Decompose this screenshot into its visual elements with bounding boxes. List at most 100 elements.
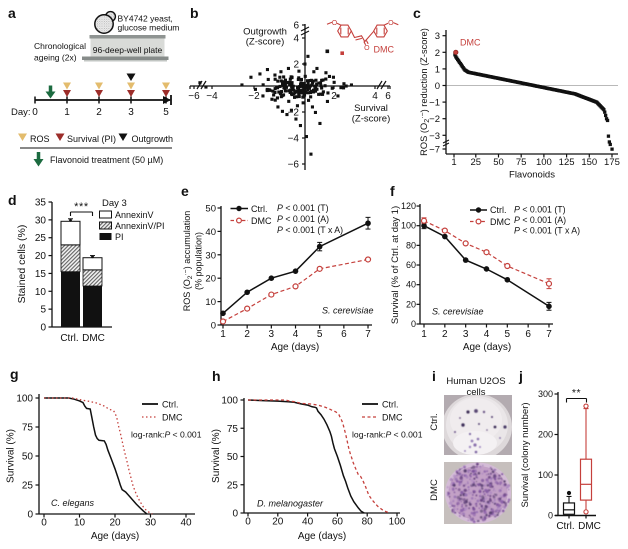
svg-text:f: f: [390, 183, 395, 199]
svg-text:5: 5: [505, 329, 511, 340]
svg-text:DMC: DMC: [382, 413, 403, 423]
svg-text:Survival (% of Ctrl. at day 1): Survival (% of Ctrl. at day 1): [390, 206, 401, 324]
svg-text:2: 2: [244, 329, 250, 340]
svg-text:a: a: [8, 5, 16, 21]
svg-text:Outgrowth: Outgrowth: [132, 134, 174, 144]
svg-text:Age (days): Age (days): [463, 342, 511, 353]
svg-text:6: 6: [385, 91, 391, 102]
svg-text:Ctrl.: Ctrl.: [162, 400, 179, 410]
svg-text:10: 10: [205, 297, 216, 308]
svg-text:Survival (%): Survival (%): [6, 429, 17, 483]
svg-text:7: 7: [365, 329, 371, 340]
svg-text:(Z-score): (Z-score): [246, 37, 285, 48]
svg-text:3: 3: [463, 329, 469, 340]
svg-text:50: 50: [493, 157, 504, 168]
svg-text:40: 40: [180, 518, 192, 529]
svg-text:log-rank:P < 0.001: log-rank:P < 0.001: [131, 430, 202, 440]
svg-text:Survival (colony number): Survival (colony number): [520, 402, 531, 507]
svg-text:4: 4: [293, 329, 299, 340]
svg-text:25: 25: [227, 480, 239, 491]
svg-text:Human U2OS: Human U2OS: [446, 376, 505, 387]
svg-text:120: 120: [401, 201, 416, 211]
svg-text:Age (days): Age (days): [271, 342, 319, 353]
svg-text:h: h: [212, 368, 221, 384]
svg-text:(Z-score): (Z-score): [352, 114, 391, 125]
svg-text:2: 2: [293, 60, 299, 71]
svg-text:Ctrl.: Ctrl.: [60, 333, 78, 344]
svg-text:80: 80: [406, 240, 416, 250]
svg-text:e: e: [181, 183, 189, 199]
svg-text:Ctrl.: Ctrl.: [556, 521, 574, 532]
svg-text:2: 2: [331, 91, 337, 102]
svg-text:0: 0: [232, 509, 238, 520]
svg-text:20: 20: [272, 517, 284, 528]
svg-text:80: 80: [362, 517, 374, 528]
svg-text:175: 175: [604, 157, 620, 168]
svg-text:4: 4: [293, 34, 299, 45]
svg-text:5: 5: [163, 107, 169, 118]
svg-text:Ctrl.: Ctrl.: [490, 205, 507, 215]
svg-text:0: 0: [245, 517, 251, 528]
svg-text:i: i: [432, 368, 436, 384]
svg-text:150: 150: [581, 157, 597, 168]
svg-text:0: 0: [548, 511, 553, 521]
svg-text:g: g: [10, 366, 19, 382]
svg-text:0: 0: [40, 323, 46, 334]
svg-text:DMC: DMC: [490, 217, 511, 227]
svg-text:6: 6: [293, 21, 299, 32]
svg-text:ROS (O2·−) reduction (Z-score): ROS (O2·−) reduction (Z-score): [419, 28, 431, 156]
svg-text:−7: −7: [429, 145, 440, 156]
svg-text:DMC: DMC: [460, 38, 481, 48]
svg-text:PI: PI: [115, 232, 124, 242]
svg-text:BY4742 yeast,: BY4742 yeast,: [118, 14, 173, 24]
svg-text:1: 1: [421, 329, 427, 340]
svg-text:40: 40: [205, 227, 216, 238]
svg-text:P < 0.001 (A): P < 0.001 (A): [277, 214, 329, 224]
svg-text:Outgrowth: Outgrowth: [243, 27, 287, 38]
svg-text:−2: −2: [429, 114, 440, 125]
svg-text:O: O: [332, 20, 338, 27]
svg-text:0: 0: [32, 107, 38, 118]
svg-text:−6: −6: [288, 160, 300, 171]
svg-text:20: 20: [406, 299, 416, 309]
svg-text:−4: −4: [206, 91, 218, 102]
svg-text:50: 50: [22, 452, 34, 463]
svg-text:2: 2: [96, 107, 102, 118]
svg-text:40: 40: [302, 517, 314, 528]
svg-text:c: c: [413, 5, 421, 21]
svg-text:−2: −2: [248, 91, 260, 102]
svg-text:30: 30: [35, 215, 47, 226]
svg-text:2: 2: [442, 329, 448, 340]
svg-text:DMC: DMC: [82, 333, 105, 344]
svg-text:Ctrl.: Ctrl.: [429, 413, 440, 430]
svg-text:15: 15: [35, 269, 47, 280]
svg-text:60: 60: [406, 260, 416, 270]
svg-text:P < 0.001 (T x A): P < 0.001 (T x A): [277, 225, 343, 235]
svg-text:1: 1: [64, 107, 70, 118]
svg-text:100: 100: [401, 221, 416, 231]
svg-text:5: 5: [317, 329, 323, 340]
svg-text:1: 1: [451, 157, 456, 168]
svg-text:−3: −3: [429, 131, 440, 142]
svg-text:−6: −6: [188, 91, 200, 102]
svg-text:10: 10: [74, 518, 86, 529]
svg-text:20: 20: [109, 518, 121, 529]
svg-text:125: 125: [559, 157, 575, 168]
svg-text:100: 100: [536, 157, 552, 168]
svg-text:3: 3: [435, 31, 440, 42]
svg-text:***: ***: [74, 201, 89, 213]
svg-text:P < 0.001 (T): P < 0.001 (T): [514, 205, 566, 215]
svg-text:40: 40: [406, 280, 416, 290]
svg-text:b: b: [190, 5, 199, 21]
svg-text:log-rank:P < 0.001: log-rank:P < 0.001: [352, 430, 423, 440]
svg-text:3: 3: [269, 329, 275, 340]
svg-text:200: 200: [538, 430, 553, 440]
svg-text:AnnexinV: AnnexinV: [115, 210, 154, 220]
svg-text:1: 1: [435, 64, 440, 75]
svg-text:AnnexinV/PI: AnnexinV/PI: [115, 221, 165, 231]
svg-text:−1: −1: [429, 98, 440, 109]
svg-text:4: 4: [484, 329, 490, 340]
svg-text:96-deep-well plate: 96-deep-well plate: [93, 45, 163, 55]
svg-text:**: **: [572, 387, 581, 399]
svg-text:10: 10: [35, 287, 47, 298]
